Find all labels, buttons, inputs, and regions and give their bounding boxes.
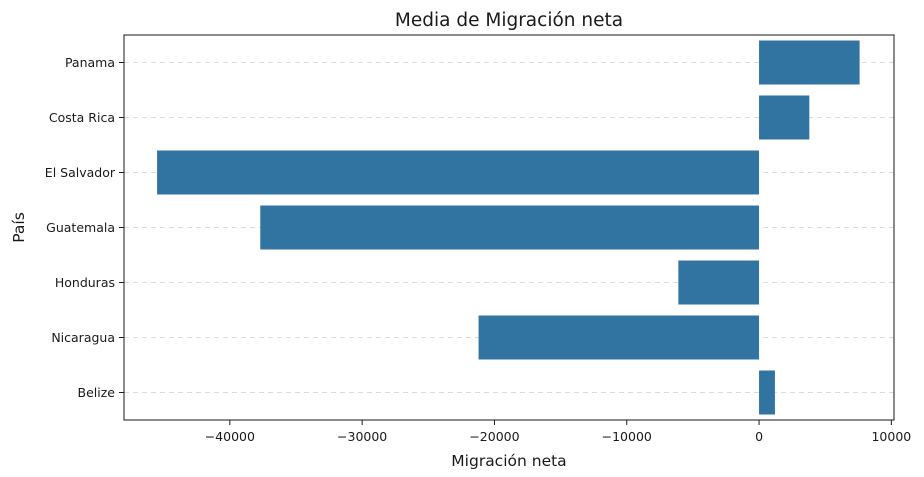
y-axis-ticks: Panama Costa Rica El Salvador Guatemala Hond…	[45, 55, 124, 400]
y-tick-label: Guatemala	[46, 220, 115, 235]
x-tick-label: 10000	[871, 429, 911, 444]
x-tick-label: 0	[755, 429, 763, 444]
bar	[157, 150, 760, 195]
x-tick-label: −40000	[205, 429, 255, 444]
y-axis-title: País	[10, 212, 28, 243]
bar	[759, 40, 860, 85]
bar	[478, 315, 760, 360]
chart-title: Media de Migración neta	[395, 10, 623, 31]
y-tick-label: Honduras	[55, 275, 115, 290]
bar	[759, 370, 775, 415]
x-tick-label: −30000	[337, 429, 387, 444]
y-tick-label: El Salvador	[45, 165, 116, 180]
x-tick-label: −10000	[602, 429, 652, 444]
bar	[759, 95, 810, 140]
x-tick-label: −20000	[469, 429, 519, 444]
x-axis-title: Migración neta	[451, 452, 566, 470]
y-tick-label: Belize	[78, 385, 116, 400]
y-tick-label: Costa Rica	[49, 110, 115, 125]
x-axis-ticks: −40000 −30000 −20000 −10000 0 10000	[205, 420, 911, 444]
bars	[157, 40, 860, 415]
y-tick-label: Panama	[65, 55, 115, 70]
bar	[260, 205, 760, 250]
y-tick-label: Nicaragua	[51, 330, 115, 345]
bar	[678, 260, 760, 305]
